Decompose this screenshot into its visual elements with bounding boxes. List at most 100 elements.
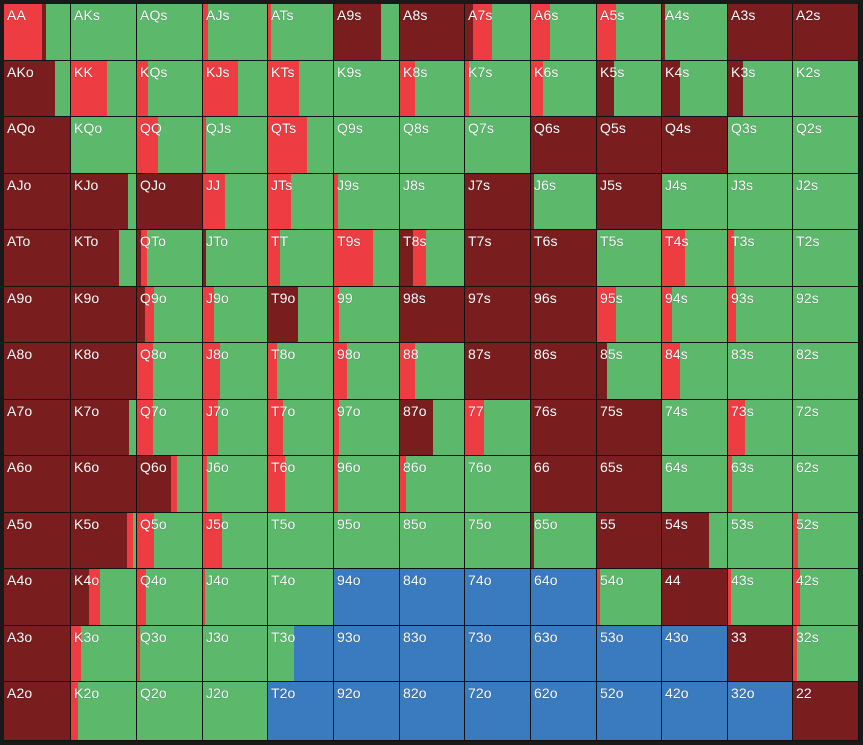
hand-cell-KQs[interactable]: KQs <box>137 61 202 116</box>
hand-cell-88[interactable]: 88 <box>400 343 464 399</box>
hand-cell-A5s[interactable]: A5s <box>597 4 661 60</box>
hand-cell-85s[interactable]: 85s <box>597 343 661 399</box>
hand-cell-K6o[interactable]: K6o <box>71 456 136 512</box>
hand-cell-66[interactable]: 66 <box>531 456 596 512</box>
hand-cell-K8s[interactable]: K8s <box>400 61 464 116</box>
hand-cell-85o[interactable]: 85o <box>400 513 464 568</box>
hand-cell-Q8o[interactable]: Q8o <box>137 343 202 399</box>
hand-cell-A4s[interactable]: A4s <box>662 4 727 60</box>
hand-cell-A6o[interactable]: A6o <box>4 456 70 512</box>
hand-cell-QTs[interactable]: QTs <box>268 117 333 173</box>
hand-cell-TT[interactable]: TT <box>268 230 333 286</box>
hand-cell-92o[interactable]: 92o <box>334 682 399 740</box>
hand-cell-52s[interactable]: 52s <box>793 513 858 568</box>
hand-cell-T2o[interactable]: T2o <box>268 682 333 740</box>
hand-cell-KTo[interactable]: KTo <box>71 230 136 286</box>
hand-cell-KK[interactable]: KK <box>71 61 136 116</box>
hand-cell-J8o[interactable]: J8o <box>203 343 267 399</box>
hand-cell-T5s[interactable]: T5s <box>597 230 661 286</box>
hand-cell-JTs[interactable]: JTs <box>268 174 333 229</box>
hand-cell-22[interactable]: 22 <box>793 682 858 740</box>
hand-cell-KTs[interactable]: KTs <box>268 61 333 116</box>
hand-cell-KJs[interactable]: KJs <box>203 61 267 116</box>
hand-cell-J4o[interactable]: J4o <box>203 569 267 625</box>
hand-cell-T2s[interactable]: T2s <box>793 230 858 286</box>
hand-cell-J6s[interactable]: J6s <box>531 174 596 229</box>
hand-cell-AJs[interactable]: AJs <box>203 4 267 60</box>
hand-cell-A7o[interactable]: A7o <box>4 400 70 455</box>
hand-cell-T3o[interactable]: T3o <box>268 626 333 681</box>
hand-cell-97s[interactable]: 97s <box>465 287 530 342</box>
hand-cell-98s[interactable]: 98s <box>400 287 464 342</box>
hand-cell-T8o[interactable]: T8o <box>268 343 333 399</box>
hand-cell-82s[interactable]: 82s <box>793 343 858 399</box>
hand-cell-J5o[interactable]: J5o <box>203 513 267 568</box>
hand-cell-AKs[interactable]: AKs <box>71 4 136 60</box>
hand-cell-T9o[interactable]: T9o <box>268 287 333 342</box>
hand-cell-Q3s[interactable]: Q3s <box>728 117 792 173</box>
hand-cell-Q5o[interactable]: Q5o <box>137 513 202 568</box>
hand-cell-A7s[interactable]: A7s <box>465 4 530 60</box>
hand-cell-T9s[interactable]: T9s <box>334 230 399 286</box>
hand-cell-65o[interactable]: 65o <box>531 513 596 568</box>
hand-cell-93s[interactable]: 93s <box>728 287 792 342</box>
hand-cell-63s[interactable]: 63s <box>728 456 792 512</box>
hand-cell-65s[interactable]: 65s <box>597 456 661 512</box>
hand-cell-A5o[interactable]: A5o <box>4 513 70 568</box>
hand-cell-Q6s[interactable]: Q6s <box>531 117 596 173</box>
hand-cell-74s[interactable]: 74s <box>662 400 727 455</box>
hand-cell-64s[interactable]: 64s <box>662 456 727 512</box>
hand-cell-Q5s[interactable]: Q5s <box>597 117 661 173</box>
hand-cell-83s[interactable]: 83s <box>728 343 792 399</box>
hand-cell-44[interactable]: 44 <box>662 569 727 625</box>
hand-cell-Q3o[interactable]: Q3o <box>137 626 202 681</box>
hand-cell-43s[interactable]: 43s <box>728 569 792 625</box>
hand-cell-A4o[interactable]: A4o <box>4 569 70 625</box>
hand-cell-J4s[interactable]: J4s <box>662 174 727 229</box>
hand-cell-95o[interactable]: 95o <box>334 513 399 568</box>
hand-cell-K8o[interactable]: K8o <box>71 343 136 399</box>
hand-cell-Q8s[interactable]: Q8s <box>400 117 464 173</box>
hand-cell-Q2s[interactable]: Q2s <box>793 117 858 173</box>
hand-cell-QJo[interactable]: QJo <box>137 174 202 229</box>
hand-cell-95s[interactable]: 95s <box>597 287 661 342</box>
hand-cell-K5s[interactable]: K5s <box>597 61 661 116</box>
hand-cell-98o[interactable]: 98o <box>334 343 399 399</box>
hand-cell-Q7o[interactable]: Q7o <box>137 400 202 455</box>
hand-cell-A3o[interactable]: A3o <box>4 626 70 681</box>
hand-cell-53s[interactable]: 53s <box>728 513 792 568</box>
hand-cell-77[interactable]: 77 <box>465 400 530 455</box>
hand-cell-Q4s[interactable]: Q4s <box>662 117 727 173</box>
hand-cell-K2o[interactable]: K2o <box>71 682 136 740</box>
hand-cell-K5o[interactable]: K5o <box>71 513 136 568</box>
hand-cell-T4s[interactable]: T4s <box>662 230 727 286</box>
hand-cell-K9o[interactable]: K9o <box>71 287 136 342</box>
hand-cell-J9o[interactable]: J9o <box>203 287 267 342</box>
hand-cell-T7s[interactable]: T7s <box>465 230 530 286</box>
hand-cell-QQ[interactable]: QQ <box>137 117 202 173</box>
hand-cell-64o[interactable]: 64o <box>531 569 596 625</box>
hand-cell-87o[interactable]: 87o <box>400 400 464 455</box>
hand-cell-96o[interactable]: 96o <box>334 456 399 512</box>
hand-cell-86s[interactable]: 86s <box>531 343 596 399</box>
hand-cell-73s[interactable]: 73s <box>728 400 792 455</box>
hand-cell-T3s[interactable]: T3s <box>728 230 792 286</box>
hand-cell-96s[interactable]: 96s <box>531 287 596 342</box>
hand-cell-AA[interactable]: AA <box>4 4 70 60</box>
hand-cell-QTo[interactable]: QTo <box>137 230 202 286</box>
hand-cell-J6o[interactable]: J6o <box>203 456 267 512</box>
hand-cell-J2s[interactable]: J2s <box>793 174 858 229</box>
hand-cell-K4o[interactable]: K4o <box>71 569 136 625</box>
hand-cell-53o[interactable]: 53o <box>597 626 661 681</box>
hand-cell-62o[interactable]: 62o <box>531 682 596 740</box>
hand-cell-42o[interactable]: 42o <box>662 682 727 740</box>
hand-cell-J7s[interactable]: J7s <box>465 174 530 229</box>
hand-cell-84s[interactable]: 84s <box>662 343 727 399</box>
hand-cell-ATs[interactable]: ATs <box>268 4 333 60</box>
hand-cell-62s[interactable]: 62s <box>793 456 858 512</box>
hand-cell-32s[interactable]: 32s <box>793 626 858 681</box>
hand-cell-A8o[interactable]: A8o <box>4 343 70 399</box>
hand-cell-J3o[interactable]: J3o <box>203 626 267 681</box>
hand-cell-55[interactable]: 55 <box>597 513 661 568</box>
hand-cell-54o[interactable]: 54o <box>597 569 661 625</box>
